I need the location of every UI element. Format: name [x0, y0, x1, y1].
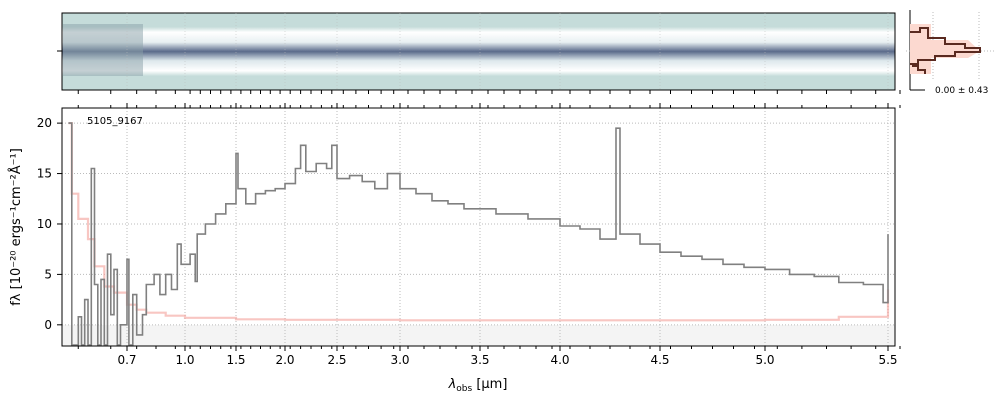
y-tick-label: 5 [44, 267, 52, 281]
x-tick-label: 4.5 [650, 353, 669, 367]
flux-line [68, 122, 889, 346]
y-axis-label: fλ [10⁻²⁰ ergs⁻¹cm⁻²Å⁻¹] [8, 148, 24, 306]
histogram-label: 0.00 ± 0.43 [935, 86, 988, 96]
x-tick-label: 0.7 [117, 353, 136, 367]
2d-spectrum-noisy-edge [63, 24, 143, 76]
2d-spectrum-image [61, 12, 896, 91]
y-tick-label: 15 [37, 167, 52, 181]
x-tick-label: 3.0 [390, 353, 409, 367]
x-axis-label: λobs [μm] [448, 377, 508, 394]
object-label: 5105_9167 [87, 116, 143, 127]
histogram-line [910, 27, 981, 74]
x-tick-label: 5.0 [755, 353, 774, 367]
x-tick-label: 2.0 [275, 353, 294, 367]
negative-flux-band [62, 325, 895, 346]
main-axes [62, 108, 895, 346]
x-tick-label: 1.0 [175, 353, 194, 367]
y-tick-label: 10 [37, 217, 52, 231]
x-tick-label: 3.5 [470, 353, 489, 367]
y-tick-label: 20 [37, 116, 52, 130]
side-histogram: 0.00 ± 0.43 [906, 10, 995, 96]
x-tick-label: 2.5 [327, 353, 346, 367]
x-tick-label: 4.0 [550, 353, 569, 367]
y-tick-label: 0 [44, 318, 52, 332]
x-tick-label: 5.5 [878, 353, 897, 367]
x-tick-label: 1.5 [226, 353, 245, 367]
